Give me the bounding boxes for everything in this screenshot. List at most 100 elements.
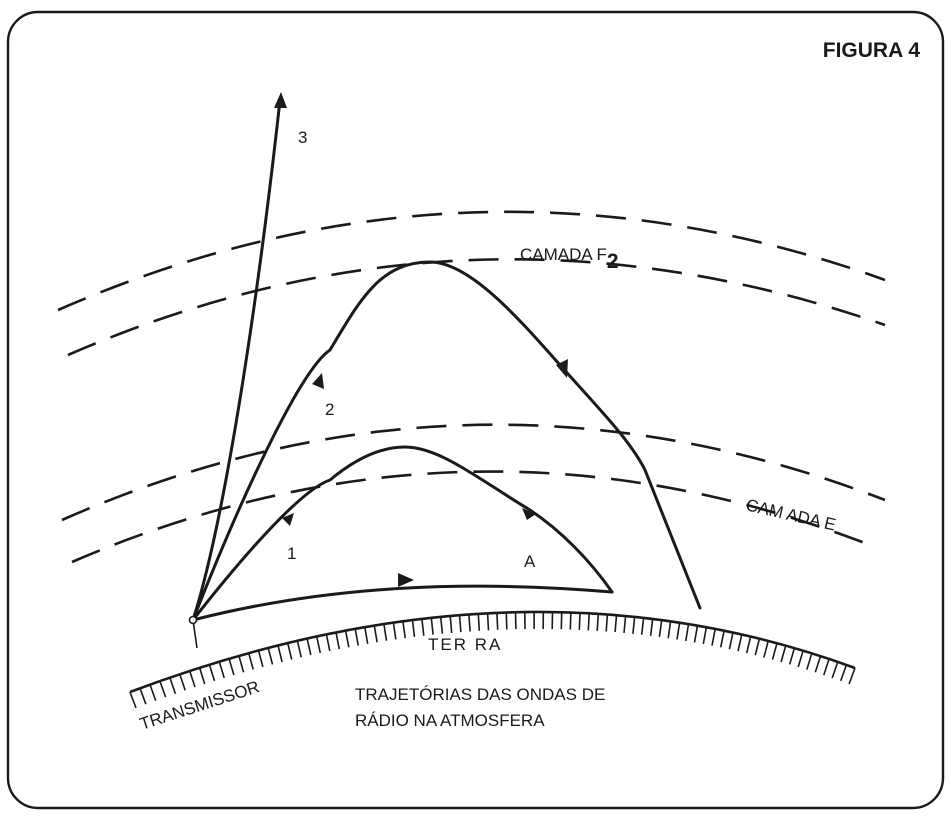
earth-hatch-mark xyxy=(354,628,359,646)
transmitter-antenna-icon xyxy=(188,615,198,625)
e-layer-label: CAM ADA E xyxy=(744,495,838,534)
ray-A-arrowhead xyxy=(398,573,414,587)
earth-hatch-mark xyxy=(129,691,137,709)
ray-1-arrowhead-up xyxy=(282,513,294,526)
earth-hatch-mark xyxy=(505,612,508,630)
earth-hatch-mark xyxy=(267,647,274,665)
earth-hatch-mark xyxy=(449,615,453,633)
earth-hatch-mark xyxy=(159,680,167,698)
earth-hatch-mark xyxy=(188,670,196,688)
ray-2-arrowhead-up xyxy=(312,373,324,389)
earth-hatching xyxy=(129,611,856,709)
earth-hatch-mark xyxy=(728,632,734,650)
earth-hatch-mark xyxy=(335,632,341,650)
earth-hatch-mark xyxy=(788,647,796,665)
earth-hatch-mark xyxy=(373,625,378,643)
e-layer-upper-boundary xyxy=(61,423,886,522)
earth-hatch-mark xyxy=(823,658,830,676)
earth-hatch-mark xyxy=(306,638,312,656)
earth-hatch-mark xyxy=(486,613,490,631)
earth-surface xyxy=(129,610,856,694)
earth-hatch-mark xyxy=(780,645,787,663)
earth-hatch-mark xyxy=(596,613,600,631)
earth-hatch-mark xyxy=(848,667,856,685)
ray-A-path xyxy=(191,584,614,622)
earth-hatch-mark xyxy=(676,622,681,640)
earth-hatch-mark xyxy=(831,661,839,679)
earth-hatch-mark xyxy=(587,613,590,631)
earth-hatch-mark xyxy=(737,634,743,652)
ray-3-arrowhead xyxy=(274,92,287,108)
earth-hatch-mark xyxy=(496,612,499,630)
earth-label: TER RA xyxy=(428,635,502,654)
earth-hatch-mark xyxy=(430,617,434,635)
earth-hatch-mark xyxy=(238,655,245,673)
figure-title: FIGURA 4 xyxy=(823,39,921,62)
earth-hatch-mark xyxy=(745,636,752,654)
ray-A-label: A xyxy=(524,552,536,571)
earth-hatch-mark xyxy=(754,638,761,656)
earth-hatch-mark xyxy=(286,642,293,660)
e-layer-lower-boundary xyxy=(71,470,871,564)
earth-hatch-mark xyxy=(439,616,444,634)
earth-hatch-mark xyxy=(315,636,322,654)
earth-hatch-mark xyxy=(149,684,157,701)
earth-hatch-mark xyxy=(218,661,225,679)
earth-hatch-mark xyxy=(578,612,581,630)
ray-1-arrowhead-down xyxy=(522,508,536,520)
transmitter-mast xyxy=(192,619,198,649)
earth-hatch-mark xyxy=(344,630,350,648)
transmitter-label: TRANSMISSOR xyxy=(137,677,261,734)
earth-hatch-mark xyxy=(719,630,725,648)
earth-hatch-mark xyxy=(383,623,388,641)
f2-layer-upper-boundary xyxy=(57,210,886,312)
earth-hatch-mark xyxy=(711,628,716,646)
earth-hatch-mark xyxy=(179,674,186,691)
earth-hatch-mark xyxy=(198,667,206,685)
earth-hatch-mark xyxy=(605,614,609,632)
earth-hatch-mark xyxy=(257,650,264,668)
earth-hatch-mark xyxy=(139,688,147,705)
ray-2-arrowhead-down xyxy=(556,359,568,378)
earth-hatch-mark xyxy=(477,613,481,631)
earth-hatch-mark xyxy=(277,645,283,663)
earth-hatch-mark xyxy=(421,618,425,636)
caption-line-2: RÁDIO NA ATMOSFERA xyxy=(355,711,545,730)
earth-hatch-mark xyxy=(632,616,636,634)
ray-2-path xyxy=(191,260,702,622)
earth-hatch-mark xyxy=(325,634,331,652)
figure-frame xyxy=(6,10,945,810)
earth-hatch-mark xyxy=(247,652,254,670)
earth-hatch-mark xyxy=(169,677,177,694)
ray-3-path xyxy=(191,98,282,622)
earth-hatch-mark xyxy=(658,619,663,638)
ray-3-label: 3 xyxy=(298,128,307,147)
earth-hatch-mark xyxy=(623,615,627,633)
earth-hatch-mark xyxy=(702,627,708,645)
earth-hatch-mark xyxy=(814,655,822,673)
earth-hatch-mark xyxy=(693,625,699,643)
earth-hatch-mark xyxy=(649,618,654,636)
caption-line-1: TRAJETÓRIAS DAS ONDAS DE xyxy=(355,685,605,704)
earth-hatch-mark xyxy=(228,658,235,676)
earth-hatch-mark xyxy=(640,617,645,635)
ray-1-path xyxy=(191,445,614,622)
earth-hatch-mark xyxy=(797,650,804,668)
earth-hatch-mark xyxy=(296,640,302,658)
earth-hatch-mark xyxy=(569,612,572,630)
earth-hatch-mark xyxy=(468,614,471,632)
f2-layer-lower-boundary xyxy=(67,258,886,357)
earth-hatch-mark xyxy=(771,642,778,660)
ray-2-label: 2 xyxy=(325,400,334,419)
earth-hatch-mark xyxy=(614,615,618,633)
earth-hatch-mark xyxy=(364,626,369,645)
f2-layer-label: CAMADA F2 xyxy=(520,245,619,273)
earth-hatch-mark xyxy=(806,653,813,670)
earth-hatch-mark xyxy=(208,664,216,682)
earth-hatch-mark xyxy=(763,640,769,658)
earth-hatch-mark xyxy=(392,622,397,640)
earth-hatch-mark xyxy=(402,621,406,639)
earth-hatch-mark xyxy=(839,664,848,682)
